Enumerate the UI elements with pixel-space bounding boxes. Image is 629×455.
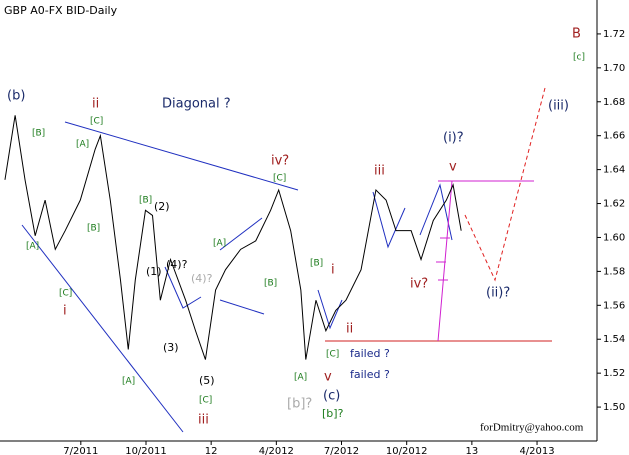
y-tick-label: 1.62 — [603, 199, 625, 210]
annotation: [B] — [87, 224, 100, 234]
annotation: (4)? — [191, 272, 213, 285]
diagonal-line — [164, 266, 202, 309]
y-tick-label: 1.56 — [603, 300, 625, 311]
annotation: [A] — [26, 242, 39, 252]
x-tick-label: 10/2011 — [125, 446, 167, 455]
y-tick-label: 1.50 — [603, 402, 625, 413]
y-tick-label: 1.70 — [603, 63, 625, 74]
annotations: B [c] (b) ii Diagonal ? [C] [B] [A] [B] … — [7, 27, 585, 428]
wedge-lower — [21, 224, 184, 433]
annotation: iii — [374, 164, 385, 179]
x-tick-label: 4/2013 — [519, 446, 554, 455]
annotation: [b]? — [322, 407, 344, 420]
annotation: iv? — [410, 277, 428, 292]
y-tick-label: 1.64 — [603, 165, 625, 176]
annotation: (3) — [163, 341, 179, 354]
annotation: Diagonal ? — [162, 97, 231, 112]
annotation: (ii)? — [486, 286, 510, 301]
y-tick-label: 1.54 — [603, 334, 625, 345]
annotation: iv? — [271, 154, 289, 169]
annotation: [C] — [199, 396, 212, 406]
annotation: [A] — [122, 377, 135, 387]
annotation: v — [449, 160, 457, 175]
annotation: [C] — [273, 174, 286, 184]
watermark: forDmitry@yahoo.com — [480, 422, 584, 434]
x-tick-label: 12 — [205, 446, 218, 455]
annotation: (b) — [7, 89, 25, 104]
diagonal-line — [219, 217, 263, 251]
x-tick-label: 7/2012 — [324, 446, 359, 455]
annotation: i — [63, 304, 67, 319]
annotation: ii — [92, 97, 99, 112]
annotation: [b]? — [287, 397, 312, 412]
wedge-upper — [64, 121, 299, 191]
annotation: ii — [346, 322, 353, 337]
annotation: [A] — [213, 239, 226, 249]
annotation: (1) — [146, 265, 162, 278]
chart-title: GBP A0-FX BID-Daily — [4, 4, 118, 17]
diagonal-line — [219, 299, 265, 315]
y-tick-label: 1.72 — [603, 29, 625, 40]
projection — [464, 87, 546, 282]
x-tick-label: 4/2012 — [259, 446, 294, 455]
annotation: failed ? — [350, 347, 390, 360]
annotation: [A] — [76, 140, 89, 150]
annotation: B — [572, 27, 581, 42]
x-tick-label: 7/2011 — [63, 446, 98, 455]
wave-lines — [21, 87, 552, 433]
annotation: iii — [198, 413, 209, 428]
annotation: (c) — [323, 389, 340, 404]
y-tick-label: 1.68 — [603, 97, 625, 108]
diagonal-line — [317, 289, 343, 330]
annotation: i — [331, 263, 335, 278]
annotation: [B] — [32, 129, 45, 139]
y-tick-label: 1.52 — [603, 368, 625, 379]
annotation: failed ? — [350, 368, 390, 381]
target-leg — [437, 180, 453, 342]
annotation: [c] — [573, 53, 585, 63]
y-tick-label: 1.58 — [603, 266, 625, 277]
annotation: [C] — [90, 117, 103, 127]
annotation: (2) — [154, 200, 170, 213]
annotation: [C] — [59, 289, 72, 299]
annotation: v — [324, 370, 332, 385]
diagonal-line — [372, 191, 406, 249]
x-tick-label: 10/2012 — [386, 446, 428, 455]
annotation: (5) — [199, 374, 215, 387]
annotation: (i)? — [443, 131, 464, 146]
y-tick-label: 1.60 — [603, 232, 625, 243]
price-line — [4, 115, 462, 360]
annotation: [C] — [326, 350, 339, 360]
annotation: (iii) — [548, 99, 569, 114]
annotation: [A] — [294, 373, 307, 383]
annotation: [B] — [310, 259, 323, 269]
x-tick-label: 13 — [465, 446, 478, 455]
annotation: [B] — [264, 279, 277, 289]
annotation: [B] — [139, 196, 152, 206]
y-tick-label: 1.66 — [603, 131, 625, 142]
